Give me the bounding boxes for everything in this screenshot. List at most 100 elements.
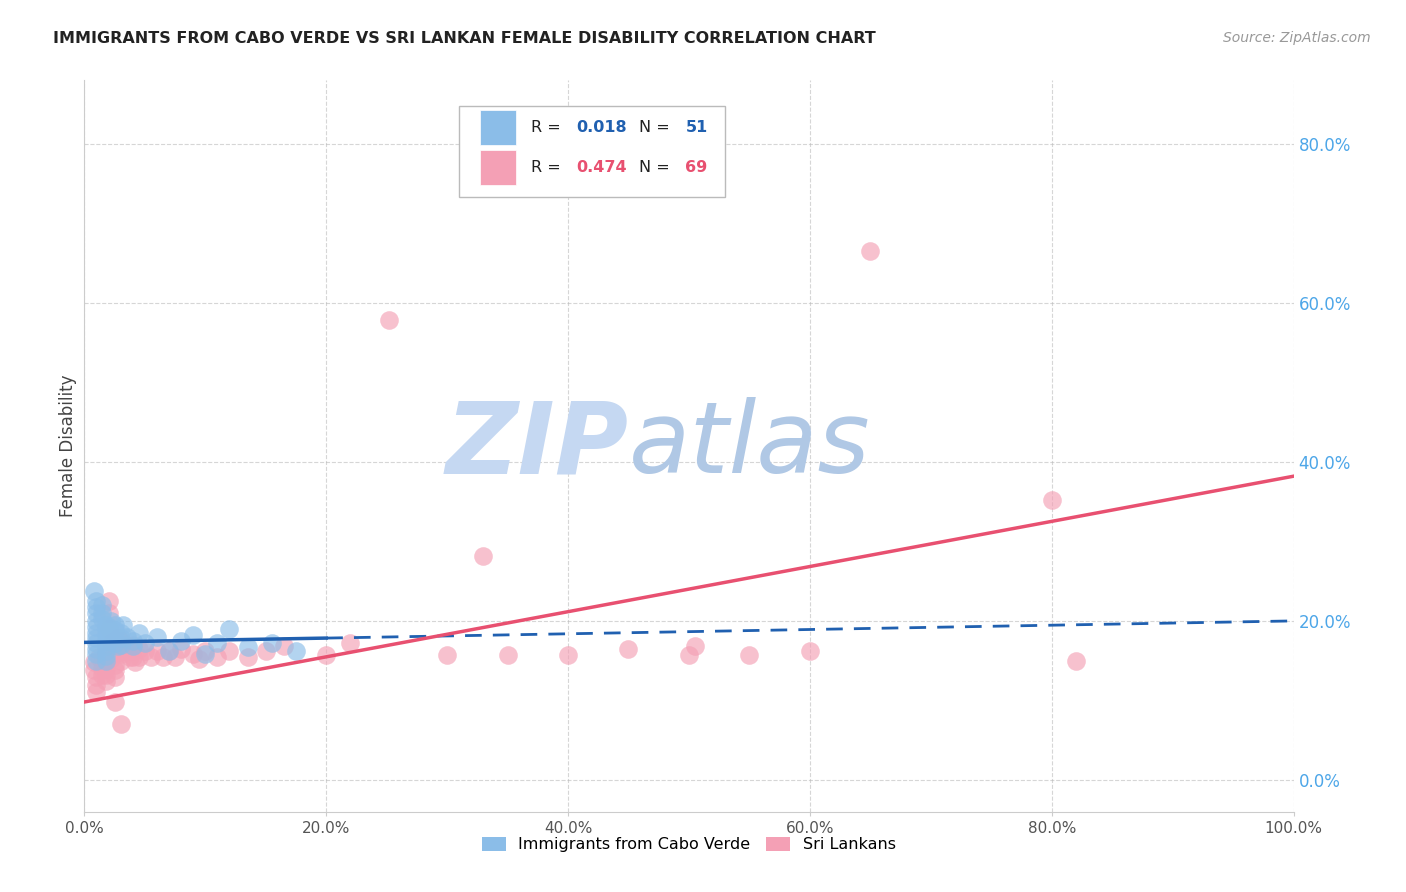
Point [104, 695, 127, 709]
Point [97, 594, 120, 608]
Point [86, 614, 108, 628]
Point [799, 644, 821, 658]
Point [134, 644, 156, 658]
Point [121, 640, 143, 654]
Point [104, 636, 127, 650]
Point [83, 655, 105, 669]
Point [207, 636, 229, 650]
Text: R =: R = [530, 120, 565, 135]
Point [188, 652, 211, 666]
Point [86, 606, 108, 620]
Point [86, 636, 108, 650]
Text: IMMIGRANTS FROM CABO VERDE VS SRI LANKAN FEMALE DISABILITY CORRELATION CHART: IMMIGRANTS FROM CABO VERDE VS SRI LANKAN… [53, 31, 876, 46]
Point [86, 632, 108, 646]
Point [260, 636, 283, 650]
Point [100, 636, 122, 650]
Point [1040, 493, 1063, 508]
Point [100, 652, 122, 666]
Point [94, 662, 117, 676]
Point [165, 649, 187, 664]
Point [134, 636, 156, 650]
Point [110, 633, 132, 648]
Point [284, 644, 308, 658]
Point [87, 649, 110, 664]
Point [91, 668, 114, 682]
Point [86, 625, 108, 640]
Point [107, 646, 129, 660]
Point [86, 599, 108, 614]
Point [124, 655, 146, 669]
Point [236, 640, 259, 655]
Point [121, 649, 143, 664]
Point [557, 648, 579, 662]
Point [436, 648, 458, 662]
Point [121, 633, 143, 648]
Point [86, 669, 108, 683]
Point [254, 644, 277, 658]
Point [110, 632, 132, 646]
Point [181, 628, 204, 642]
Point [97, 622, 120, 636]
Point [194, 648, 217, 662]
Point [94, 644, 117, 658]
Point [683, 640, 706, 654]
Point [121, 638, 143, 652]
Text: atlas: atlas [628, 398, 870, 494]
Point [115, 630, 138, 644]
Point [236, 649, 259, 664]
Point [110, 717, 132, 731]
Point [94, 655, 117, 669]
Y-axis label: Female Disability: Female Disability [59, 375, 77, 517]
Point [94, 655, 117, 669]
Point [94, 624, 117, 638]
Text: 0.018: 0.018 [576, 120, 627, 135]
Point [170, 633, 193, 648]
Point [107, 640, 129, 654]
Point [94, 648, 117, 663]
Point [128, 641, 150, 656]
Point [496, 648, 519, 662]
Point [146, 644, 169, 658]
Point [738, 648, 761, 662]
Text: Source: ZipAtlas.com: Source: ZipAtlas.com [1223, 31, 1371, 45]
Point [128, 625, 150, 640]
Point [617, 641, 640, 656]
Point [121, 644, 143, 658]
Point [120, 649, 142, 664]
Point [110, 638, 132, 652]
Point [104, 669, 127, 683]
Point [86, 648, 108, 662]
Point [146, 630, 169, 644]
Point [157, 644, 180, 658]
Point [157, 644, 180, 658]
Point [104, 657, 127, 672]
Point [94, 640, 117, 654]
Point [86, 654, 108, 668]
Point [100, 644, 122, 658]
Point [94, 648, 117, 662]
Point [100, 614, 122, 628]
Point [152, 649, 174, 664]
Legend: Immigrants from Cabo Verde, Sri Lankans: Immigrants from Cabo Verde, Sri Lankans [475, 830, 903, 859]
Point [110, 648, 132, 662]
Point [104, 618, 127, 632]
Point [107, 640, 129, 654]
Point [94, 634, 117, 648]
Point [91, 662, 114, 676]
Point [94, 674, 117, 689]
Point [104, 663, 127, 677]
Point [91, 606, 114, 620]
Point [86, 677, 108, 691]
Point [94, 668, 117, 682]
Point [181, 648, 204, 662]
Text: ZIP: ZIP [446, 398, 628, 494]
Text: N =: N = [640, 120, 675, 135]
Text: 0.474: 0.474 [576, 161, 627, 175]
Point [472, 549, 495, 563]
Point [678, 648, 700, 662]
Point [91, 612, 114, 626]
Point [86, 685, 108, 699]
Point [110, 654, 132, 668]
Point [94, 618, 117, 632]
Point [315, 648, 337, 662]
